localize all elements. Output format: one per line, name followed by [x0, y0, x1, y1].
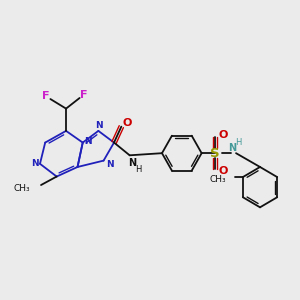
Text: N: N [228, 143, 236, 153]
Text: H: H [235, 138, 241, 147]
Text: H: H [135, 165, 141, 174]
Text: O: O [123, 118, 132, 128]
Text: O: O [219, 130, 228, 140]
Text: N: N [106, 160, 114, 169]
Text: S: S [210, 147, 220, 160]
Text: O: O [219, 166, 228, 176]
Text: CH₃: CH₃ [210, 175, 226, 184]
Text: CH₃: CH₃ [14, 184, 31, 193]
Text: N: N [31, 159, 39, 168]
Text: F: F [80, 90, 88, 100]
Text: N: N [128, 158, 136, 168]
Text: N: N [96, 121, 103, 130]
Text: F: F [43, 91, 50, 101]
Text: N: N [84, 137, 92, 146]
